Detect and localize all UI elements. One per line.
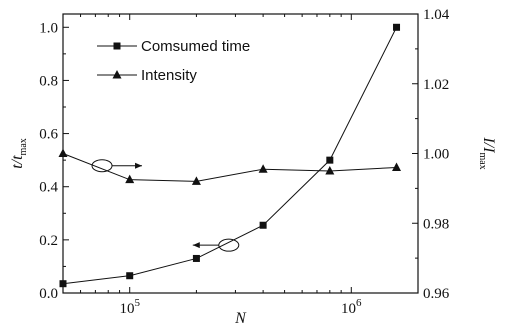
data-point-square: [126, 272, 134, 280]
data-point-square: [326, 156, 334, 164]
y-left-axis-label: t/tmax: [9, 138, 29, 169]
data-point-triangle: [191, 176, 201, 185]
plot-area: 0.0 0.2 0.4 0.6 0.8 1.0 0.96 0.98 1.00 1.02 1.04 10…: [9, 7, 497, 327]
data-point-triangle: [392, 162, 402, 171]
x-axis-label: N: [234, 310, 247, 327]
y-left-tick-label: 1.0: [39, 20, 58, 36]
y-left-tick-label: 0.8: [39, 73, 58, 89]
data-point-square: [259, 221, 267, 229]
y-right-tick-label: 0.98: [423, 216, 449, 232]
y-right-tick-label: 1.02: [423, 77, 449, 93]
annotation-ellipse: [218, 238, 240, 252]
legend-marker-triangle: [112, 70, 122, 79]
series-line-square: [62, 27, 397, 285]
legend-label: Intensity: [141, 67, 197, 84]
data-point-triangle: [258, 164, 268, 173]
legend-marker-square: [113, 42, 121, 50]
y-left-tick-label: 0.4: [39, 180, 58, 196]
plot-frame: [62, 13, 419, 294]
y-right-axis-label: I/Imax: [477, 136, 497, 169]
data-point-square: [393, 23, 401, 31]
y-right-tick-label: 1.04: [423, 7, 450, 23]
data-point-square: [192, 254, 200, 262]
y-left-tick-label: 0.0: [39, 286, 58, 302]
annotation-arrow-head: [192, 242, 200, 249]
x-tick-label: 106: [341, 297, 362, 317]
annotation-arrow-head: [135, 162, 143, 169]
legend-label: Comsumed time: [141, 38, 250, 55]
data-point-square: [59, 280, 67, 288]
y-left-tick-label: 0.6: [39, 127, 58, 143]
data-point-triangle: [58, 148, 68, 157]
data-point-triangle: [125, 174, 135, 184]
y-right-tick-label: 0.96: [423, 286, 450, 302]
y-left-tick-label: 0.2: [39, 233, 58, 249]
y-right-tick-label: 1.00: [423, 147, 449, 163]
series-line-triangle: [62, 153, 397, 182]
x-tick-label: 105: [119, 297, 140, 317]
data-point-triangle: [325, 165, 335, 175]
